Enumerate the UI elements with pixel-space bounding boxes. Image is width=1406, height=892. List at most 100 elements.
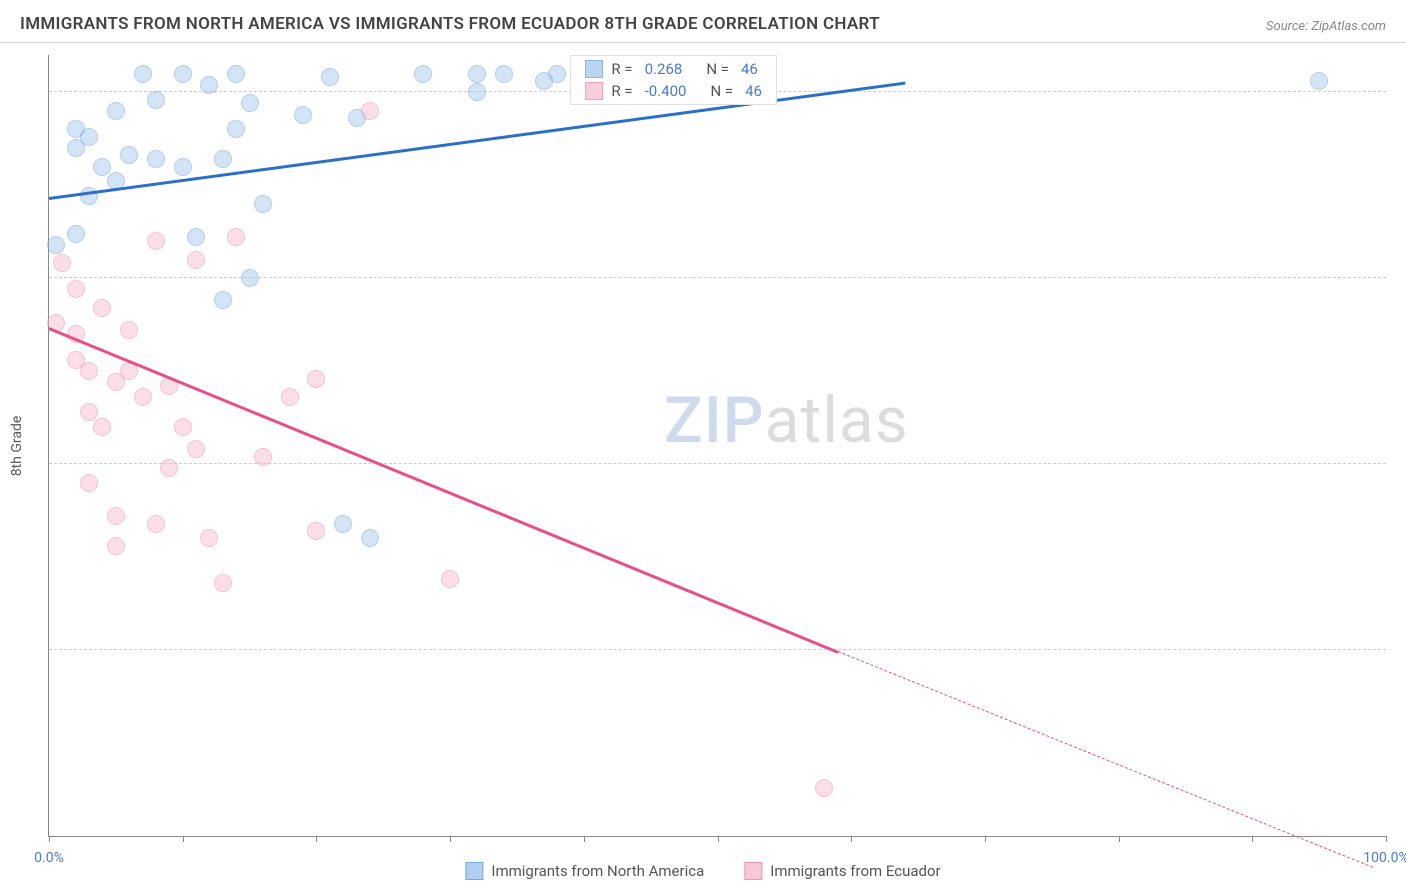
scatter-point (93, 418, 111, 436)
scatter-point (187, 228, 205, 246)
scatter-point (334, 515, 352, 533)
scatter-point (174, 158, 192, 176)
stats-legend: R = 0.268 N = 46R = -0.400 N = 46 (570, 55, 777, 105)
x-tick (1386, 836, 1387, 842)
legend-r-label: R = (611, 82, 632, 100)
scatter-point (227, 120, 245, 138)
scatter-point (321, 68, 339, 86)
scatter-point (187, 440, 205, 458)
scatter-point (214, 291, 232, 309)
scatter-point (80, 403, 98, 421)
scatter-point (361, 102, 379, 120)
bottom-legend-item: Immigrants from North America (465, 862, 704, 880)
scatter-point (174, 65, 192, 83)
legend-r-value: -0.400 (645, 82, 687, 100)
y-tick-label: 90.0% (1396, 456, 1406, 472)
scatter-point (147, 515, 165, 533)
watermark-zip: ZIP (664, 383, 765, 458)
bottom-legend: Immigrants from North America Immigrants … (465, 862, 940, 880)
watermark-atlas: atlas (765, 383, 909, 458)
scatter-point (254, 195, 272, 213)
scatter-point (67, 280, 85, 298)
scatter-point (200, 529, 218, 547)
scatter-point (227, 228, 245, 246)
x-tick (1119, 836, 1120, 842)
scatter-point (414, 65, 432, 83)
chart-header: IMMIGRANTS FROM NORTH AMERICA VS IMMIGRA… (0, 0, 1406, 43)
legend-n-label: N = (706, 60, 729, 78)
scatter-point (441, 570, 459, 588)
stats-legend-row: R =0.268N =46 (571, 58, 776, 80)
scatter-point (227, 65, 245, 83)
y-axis-label: 8th Grade (9, 415, 25, 476)
scatter-point (107, 507, 125, 525)
scatter-point (120, 146, 138, 164)
y-tick-label: 95.0% (1396, 270, 1406, 286)
scatter-point (107, 102, 125, 120)
scatter-point (160, 459, 178, 477)
scatter-point (815, 779, 833, 797)
scatter-point (174, 418, 192, 436)
bottom-legend-label: Immigrants from Ecuador (770, 862, 940, 880)
scatter-point (147, 91, 165, 109)
scatter-point (294, 106, 312, 124)
scatter-point (93, 299, 111, 317)
scatter-point (281, 388, 299, 406)
plot-area: ZIPatlas 8th Grade 85.0%90.0%95.0%100.0%… (48, 55, 1386, 837)
scatter-point (495, 65, 513, 83)
x-tick (584, 836, 585, 842)
legend-n-value: 46 (745, 82, 762, 100)
x-tick (851, 836, 852, 842)
x-tick (316, 836, 317, 842)
legend-swatch (465, 862, 483, 880)
legend-swatch (585, 82, 603, 100)
x-tick (718, 836, 719, 842)
y-tick-label: 85.0% (1396, 642, 1406, 658)
scatter-point (147, 150, 165, 168)
scatter-point (80, 474, 98, 492)
scatter-point (67, 351, 85, 369)
scatter-point (53, 254, 71, 272)
legend-n-label: N = (710, 82, 733, 100)
scatter-point (361, 529, 379, 547)
chart-title: IMMIGRANTS FROM NORTH AMERICA VS IMMIGRA… (20, 14, 880, 34)
scatter-point (535, 72, 553, 90)
scatter-point (241, 269, 259, 287)
trend-line-dashed (838, 651, 1374, 868)
x-tick (183, 836, 184, 842)
scatter-point (214, 150, 232, 168)
scatter-point (107, 537, 125, 555)
scatter-point (241, 94, 259, 112)
legend-swatch (744, 862, 762, 880)
y-tick-label: 100.0% (1396, 84, 1406, 100)
scatter-point (120, 321, 138, 339)
scatter-point (134, 388, 152, 406)
gridline-h (49, 649, 1386, 650)
x-tick (1252, 836, 1253, 842)
scatter-point (307, 522, 325, 540)
x-tick (985, 836, 986, 842)
legend-swatch (585, 60, 603, 78)
x-tick-label: 100.0% (1363, 850, 1406, 866)
legend-r-value: 0.268 (645, 60, 683, 78)
scatter-point (214, 574, 232, 592)
scatter-point (93, 158, 111, 176)
scatter-point (200, 76, 218, 94)
bottom-legend-label: Immigrants from North America (491, 862, 704, 880)
scatter-point (1310, 72, 1328, 90)
scatter-point (147, 232, 165, 250)
scatter-point (80, 128, 98, 146)
scatter-point (468, 65, 486, 83)
scatter-point (187, 251, 205, 269)
x-tick (49, 836, 50, 842)
trend-line (49, 327, 839, 653)
scatter-point (254, 448, 272, 466)
watermark: ZIPatlas (664, 383, 909, 458)
stats-legend-row: R = -0.400 N = 46 (571, 80, 776, 102)
scatter-point (468, 83, 486, 101)
scatter-point (307, 370, 325, 388)
chart-container: ZIPatlas 8th Grade 85.0%90.0%95.0%100.0%… (48, 55, 1386, 837)
scatter-point (134, 65, 152, 83)
scatter-point (47, 236, 65, 254)
bottom-legend-item: Immigrants from Ecuador (744, 862, 940, 880)
